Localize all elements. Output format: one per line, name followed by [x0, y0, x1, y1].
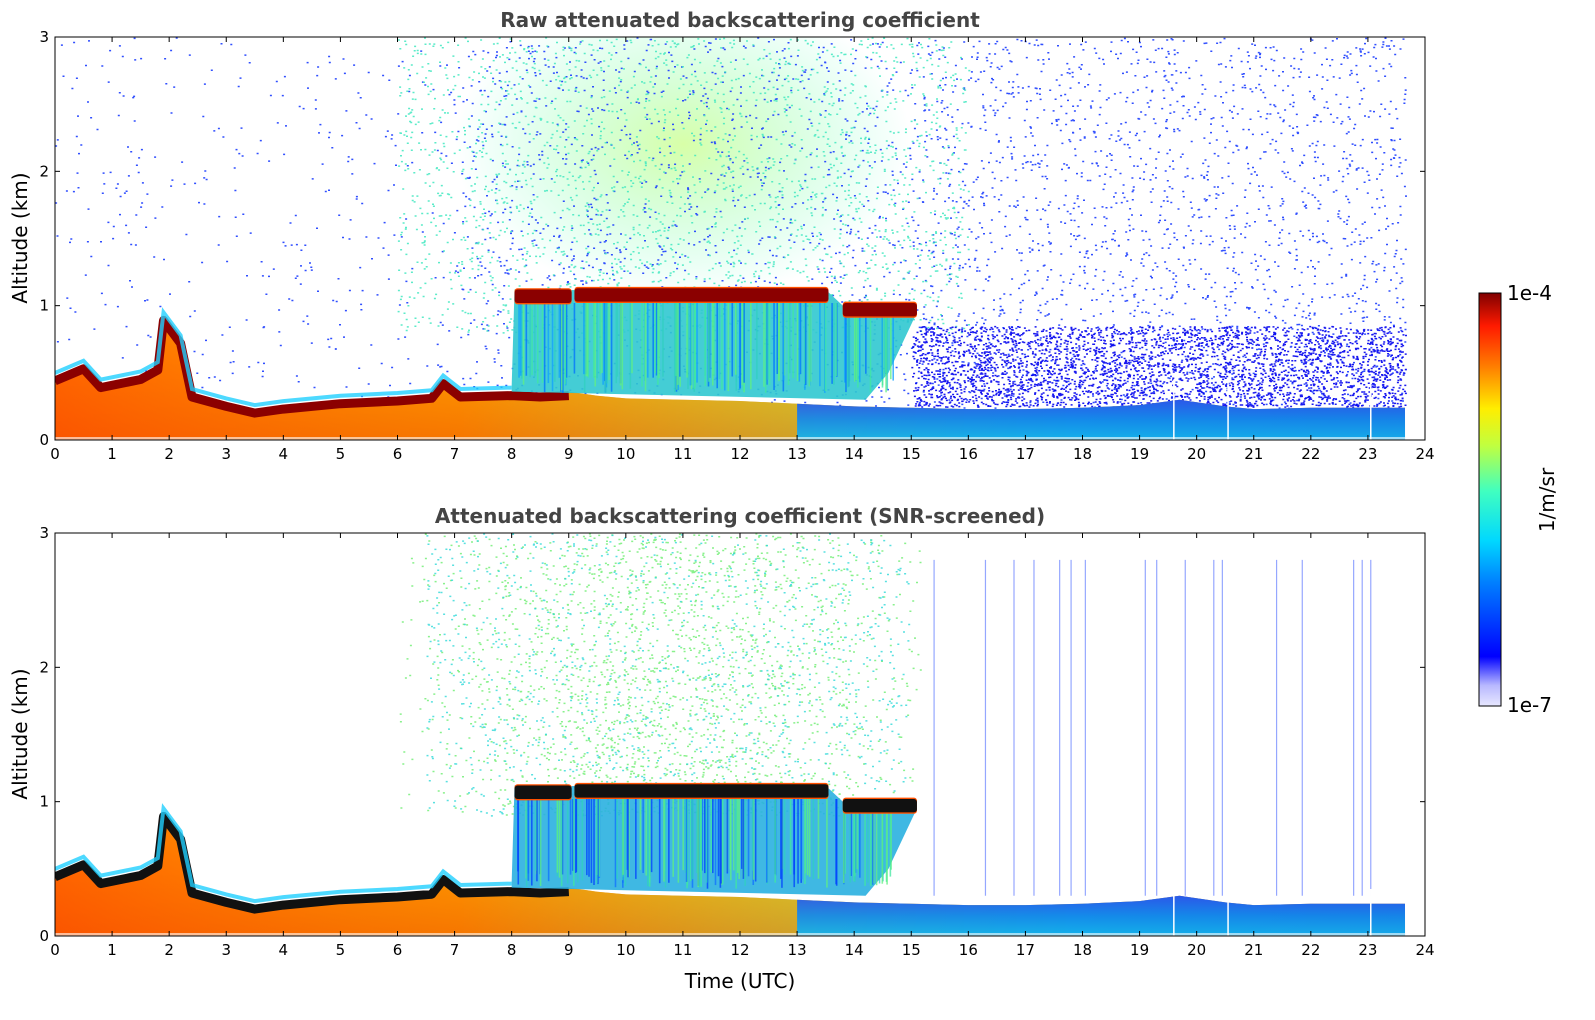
x-tick-label: 9	[564, 941, 574, 959]
x-tick-label: 0	[50, 445, 60, 463]
screened-speckle	[399, 533, 922, 817]
screened-speckle-cyan	[426, 533, 911, 817]
panel2-title: Attenuated backscattering coefficient (S…	[435, 504, 1045, 528]
x-tick-label: 13	[788, 941, 807, 959]
y-tick-label: 0	[39, 431, 49, 449]
x-tick-label: 7	[450, 941, 460, 959]
late-blue-layer	[797, 399, 1406, 440]
cloud-layer	[842, 798, 917, 813]
colorbar: 1e-4 1e-7 1/m/sr	[1478, 281, 1559, 717]
x-tick-label: 23	[1358, 941, 1377, 959]
panel1-axes: 0 1 2 3 4 5 6 7 8 9 10 11 12 13 14 15 16 17 18 19 20 21 22 23 24…	[39, 28, 1434, 463]
x-tick-label: 12	[730, 941, 749, 959]
y-tick-label: 3	[39, 524, 49, 542]
x-tick-label: 24	[1415, 445, 1434, 463]
boundary-layer-fringe	[55, 307, 512, 408]
x-tick-label: 22	[1301, 445, 1320, 463]
x-tick-label: 17	[1016, 445, 1035, 463]
x-tick-label: 18	[1073, 941, 1092, 959]
aerosol-glow	[454, 37, 912, 299]
boundary-layer-top	[55, 315, 570, 418]
x-tick-label: 1	[107, 941, 117, 959]
x-tick-label: 15	[902, 445, 921, 463]
colorbar-min-label: 1e-7	[1507, 693, 1552, 717]
x-tick-label: 22	[1301, 941, 1320, 959]
surface-strip	[55, 437, 1406, 440]
panel2-heatmap	[55, 533, 1406, 936]
x-tick-label: 12	[730, 445, 749, 463]
boundary-layer-fringe	[55, 803, 512, 904]
cloud-layer	[514, 289, 572, 303]
panel1-title: Raw attenuated backscattering coefficien…	[500, 8, 980, 32]
x-tick-label: 11	[673, 445, 692, 463]
colorbar-unit-label: 1/m/sr	[1535, 467, 1559, 532]
x-tick-label: 18	[1073, 445, 1092, 463]
x-tick-label: 19	[1130, 445, 1149, 463]
x-tick-label: 20	[1187, 445, 1206, 463]
panel2-backscatter-field	[55, 782, 1406, 936]
x-tick-label: 1	[107, 445, 117, 463]
x-tick-label: 0	[50, 941, 60, 959]
x-tick-label: 10	[616, 941, 635, 959]
x-tick-label: 3	[221, 941, 231, 959]
panel1-ylabel: Altitude (km)	[8, 172, 32, 303]
x-tick-label: 16	[959, 941, 978, 959]
x-tick-label: 23	[1358, 445, 1377, 463]
x-axis-label: Time (UTC)	[684, 969, 796, 993]
y-tick-label: 2	[39, 162, 49, 180]
panel1-noise-field	[55, 37, 1408, 422]
x-tick-label: 15	[902, 941, 921, 959]
panel1-heatmap	[55, 37, 1408, 440]
late-blue-layer	[797, 895, 1406, 936]
x-tick-label: 5	[336, 445, 346, 463]
x-tick-label: 6	[393, 941, 403, 959]
y-tick-label: 1	[39, 297, 49, 315]
cloud-layer	[574, 288, 829, 302]
colorbar-max-label: 1e-4	[1507, 281, 1552, 305]
y-tick-label: 3	[39, 28, 49, 46]
x-tick-label: 7	[450, 445, 460, 463]
cloud-layer	[574, 784, 829, 798]
x-tick-label: 21	[1244, 445, 1263, 463]
x-tick-label: 2	[164, 445, 174, 463]
x-tick-label: 2	[164, 941, 174, 959]
x-tick-label: 19	[1130, 941, 1149, 959]
surface-strip	[55, 933, 1406, 936]
x-tick-label: 8	[507, 445, 517, 463]
sub-cloud-column	[511, 785, 917, 896]
x-tick-label: 6	[393, 445, 403, 463]
x-tick-label: 16	[959, 445, 978, 463]
x-tick-label: 10	[616, 445, 635, 463]
x-tick-label: 13	[788, 445, 807, 463]
y-tick-label: 0	[39, 927, 49, 945]
x-tick-label: 20	[1187, 941, 1206, 959]
x-tick-label: 14	[845, 445, 864, 463]
panel2-ylabel: Altitude (km)	[8, 668, 32, 799]
x-tick-label: 21	[1244, 941, 1263, 959]
x-tick-label: 8	[507, 941, 517, 959]
x-tick-label: 9	[564, 445, 574, 463]
x-tick-label: 17	[1016, 941, 1035, 959]
y-tick-label: 2	[39, 658, 49, 676]
x-tick-label: 3	[221, 445, 231, 463]
cloud-layer	[514, 785, 572, 799]
x-tick-label: 4	[279, 941, 289, 959]
x-tick-label: 14	[845, 941, 864, 959]
boundary-layer-top	[55, 811, 570, 914]
panel2-axes: 0 1 2 3 4 5 6 7 8 9 10 11 12 13 14 15 16 17 18 19 20 21 22 23 24…	[39, 524, 1434, 959]
y-tick-label: 1	[39, 793, 49, 811]
x-tick-label: 4	[279, 445, 289, 463]
x-tick-label: 24	[1415, 941, 1434, 959]
x-tick-label: 5	[336, 941, 346, 959]
x-tick-label: 11	[673, 941, 692, 959]
colorbar-gradient	[1478, 292, 1502, 707]
panel1-backscatter-field	[55, 286, 1406, 440]
panel2-noise-field	[399, 533, 1372, 896]
cloud-layer	[842, 302, 917, 317]
noise-speckle-dense	[911, 325, 1407, 408]
